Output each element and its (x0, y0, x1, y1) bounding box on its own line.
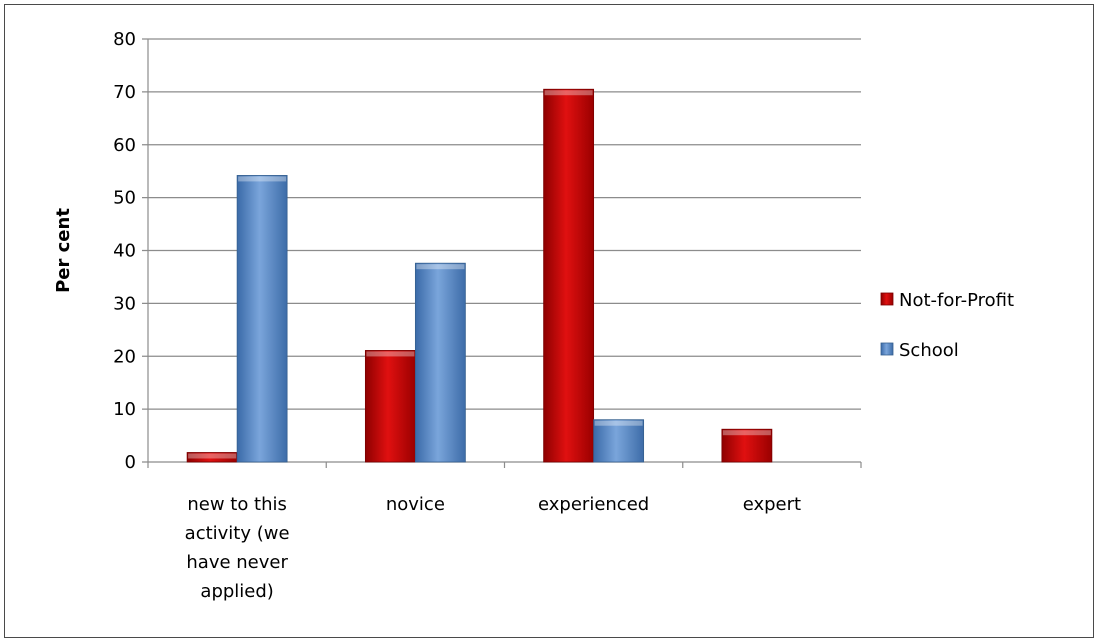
legend-swatch-not-for-profit (880, 292, 894, 306)
y-axis-title: Per cent (53, 208, 74, 293)
bar-not-for-profit (364, 350, 416, 463)
bar-bevel (188, 453, 237, 459)
bar-bevel (544, 90, 593, 96)
bar-not-for-profit (543, 88, 595, 463)
y-tick-label: 20 (113, 346, 136, 367)
y-tick-label: 70 (113, 82, 136, 103)
bar-school (414, 262, 466, 463)
x-category-label: experienced (538, 494, 649, 515)
legend-label-not-for-profit: Not-for-Profit (899, 290, 1014, 311)
y-tick-label: 80 (113, 29, 136, 50)
bar-bevel (366, 351, 415, 357)
legend: Not-for-Profit School (880, 290, 1014, 361)
x-category-label: novice (386, 494, 445, 515)
bars (186, 88, 773, 463)
legend-swatch-school (880, 342, 894, 356)
bar-bevel (722, 430, 771, 436)
bar-bevel (594, 420, 643, 426)
bar-bevel (238, 176, 287, 182)
chart-frame: 0 10 20 30 40 50 60 70 80 Per cent new to this acti… (4, 4, 1094, 638)
y-tick-label: 10 (113, 399, 136, 420)
labels: 0 10 20 30 40 50 60 70 80 Per cent new to this acti… (53, 29, 801, 602)
y-tick-label: 0 (125, 452, 136, 473)
axes (147, 39, 862, 468)
bar-bevel (416, 264, 465, 270)
y-tick-label: 50 (113, 188, 136, 209)
legend-label-school: School (899, 340, 959, 361)
y-tick-label: 60 (113, 135, 136, 156)
bar-not-for-profit (721, 428, 773, 463)
y-tick-label: 40 (113, 241, 136, 262)
x-category-label: expert (743, 494, 801, 515)
bar-chart: 0 10 20 30 40 50 60 70 80 Per cent new to this acti… (53, 29, 1014, 602)
bar-school (236, 175, 288, 463)
bar-school (593, 419, 645, 463)
y-tick-label: 30 (113, 293, 136, 314)
x-category-label: new to this activity (we have never applied… (185, 494, 290, 602)
